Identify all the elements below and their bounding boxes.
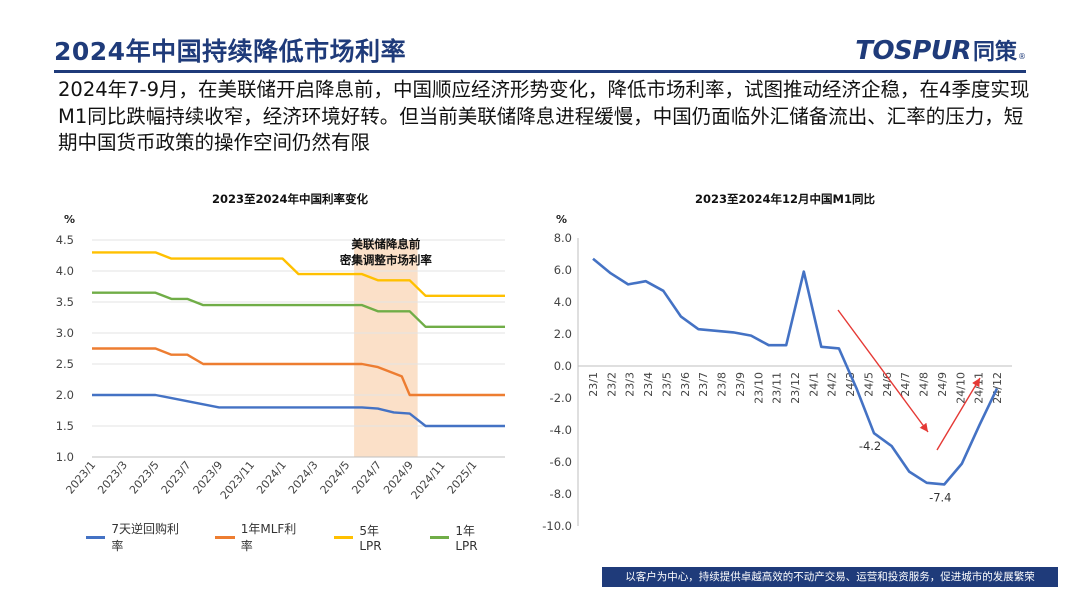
title-divider [54,70,1026,73]
chart-2-xtick-label: 23/5 [660,372,673,397]
chart-2-unit-label: % [556,213,567,226]
legend-label-1y: 1年LPR [455,523,478,553]
chart-2-xtick-label: 23/4 [642,372,655,397]
chart-1-annotation-line: 密集调整市场利率 [339,253,432,267]
chart-1-series-line-2 [92,251,505,297]
chart-2-ytick-label: 0.0 [554,359,572,373]
chart-2-xtick-label: 24/6 [881,372,894,397]
legend-swatch-mlf [215,535,235,539]
chart-2-xtick-label: 24/3 [844,372,857,397]
chart-2-data-label: -7.4 [929,490,951,504]
chart-2-xtick-label: 24/5 [862,372,875,397]
chart-1-xtick-label: 2024/3 [286,459,321,497]
chart-2-xtick-label: 23/12 [789,372,802,404]
chart-1-ytick-label: 3.5 [56,295,74,309]
chart-1-ytick-label: 2.5 [56,357,74,371]
chart-1-unit-label: % [64,213,75,226]
chart-2-ytick-label: 4.0 [554,295,572,309]
chart-1-annotation-line: 美联储降息前 [351,237,420,251]
chart-1-series-line-3 [92,291,505,328]
footer-banner: 以客户为中心，持续提供卓越高效的不动产交易、运营和投资服务，促进城市的发展繁荣 [602,567,1058,587]
chart-1-ytick-label: 1.5 [56,419,74,433]
chart-1-ytick-label: 1.0 [56,450,74,464]
chart-1-ytick-label: 4.5 [56,233,74,247]
chart-1-series-line-0 [92,393,505,428]
chart-2-ytick-label: -8.0 [550,487,572,501]
page-title: 2024年中国持续降低市场利率 [54,37,407,66]
chart-2-ytick-label: -4.0 [550,423,572,437]
chart-2-ytick-label: 8.0 [554,231,572,245]
chart-1-title: 2023至2024年中国利率变化 [211,192,368,206]
legend-swatch-1y [430,535,450,539]
chart-2-title: 2023至2024年12月中国M1同比 [695,192,875,206]
legend-item-7d: 7天逆回购利率 [86,520,181,554]
chart-2-xtick-label: 23/10 [752,372,765,404]
chart-2-xtick-label: 24/10 [954,372,967,404]
chart-1-xtick-label: 2024/11 [408,459,447,502]
chart-2-ytick-label: -10.0 [542,519,572,533]
chart-1-xtick-label: 2024/1 [254,459,289,497]
logo-registered-mark: ® [1018,52,1026,61]
lead-paragraph: 2024年7-9月，在美联储开启降息前，中国顺应经济形势变化，降低市场利率，试图… [58,78,1030,154]
chart-2-ytick-label: -2.0 [550,391,572,405]
chart-1-legend: 7天逆回购利率 1年MLF利率 5年LPR 1年LPR [86,520,526,554]
chart-2-ytick-label: -6.0 [550,455,572,469]
chart-2-ytick-label: 2.0 [554,327,572,341]
chart-1-xtick-label: 2023/3 [95,459,130,497]
legend-item-mlf: 1年MLF利率 [215,520,300,554]
chart-1-xtick-label: 2025/1 [445,459,480,497]
chart-2-xtick-label: 23/2 [605,372,618,397]
chart-1-xtick-label: 2023/5 [127,459,162,497]
chart-1-xtick-label: 2023/11 [218,459,257,502]
chart-2-xtick-label: 24/7 [899,372,912,397]
chart-1-xtick-label: 2023/1 [63,459,98,497]
legend-label-7d: 7天逆回购利率 [111,522,179,553]
chart-2-xtick-label: 23/11 [771,372,784,404]
legend-label-mlf: 1年MLF利率 [240,522,297,553]
chart-2-ytick-label: 6.0 [554,263,572,277]
chart-1-ytick-label: 3.0 [56,326,74,340]
legend-item-5y: 5年LPR [334,520,396,554]
chart-2-down-arrow [837,309,929,433]
chart-2-xtick-label: 24/2 [826,372,839,397]
chart-2-data-label: -4.2 [859,439,881,453]
legend-swatch-7d [86,535,106,539]
chart-2-xtick-label: 23/7 [697,372,710,397]
chart-2-xtick-label: 24/9 [936,372,949,397]
legend-label-5y: 5年LPR [359,523,382,553]
chart-2-xtick-label: 23/1 [587,372,600,397]
chart-2-xtick-label: 24/8 [918,372,931,397]
chart-2-up-arrow [936,377,981,451]
chart-1-ytick-label: 4.0 [56,264,74,278]
chart-1-xtick-label: 2023/7 [159,459,194,497]
chart-2-xtick-label: 23/8 [716,372,729,397]
chart-2-xtick-label: 23/6 [679,372,692,397]
chart-1-xtick-label: 2024/7 [349,459,384,497]
chart-1-xtick-label: 2024/5 [318,459,353,497]
logo-cn-text: 同策 [972,40,1017,65]
legend-swatch-5y [334,535,354,539]
chart-2-xtick-label: 23/9 [734,372,747,397]
chart-2-xtick-label: 24/1 [807,372,820,397]
chart-1-ytick-label: 2.0 [56,388,74,402]
chart-2-xtick-label: 23/3 [624,372,637,397]
chart-2-series-line [592,257,999,486]
logo-latin-text: TOSPUR [855,36,971,66]
chart-1-highlight-band [354,240,418,457]
brand-logo: TOSPUR 同策 ® [855,34,1026,66]
chart-1-series-line-1 [92,347,505,397]
legend-item-1y: 1年LPR [430,520,492,554]
